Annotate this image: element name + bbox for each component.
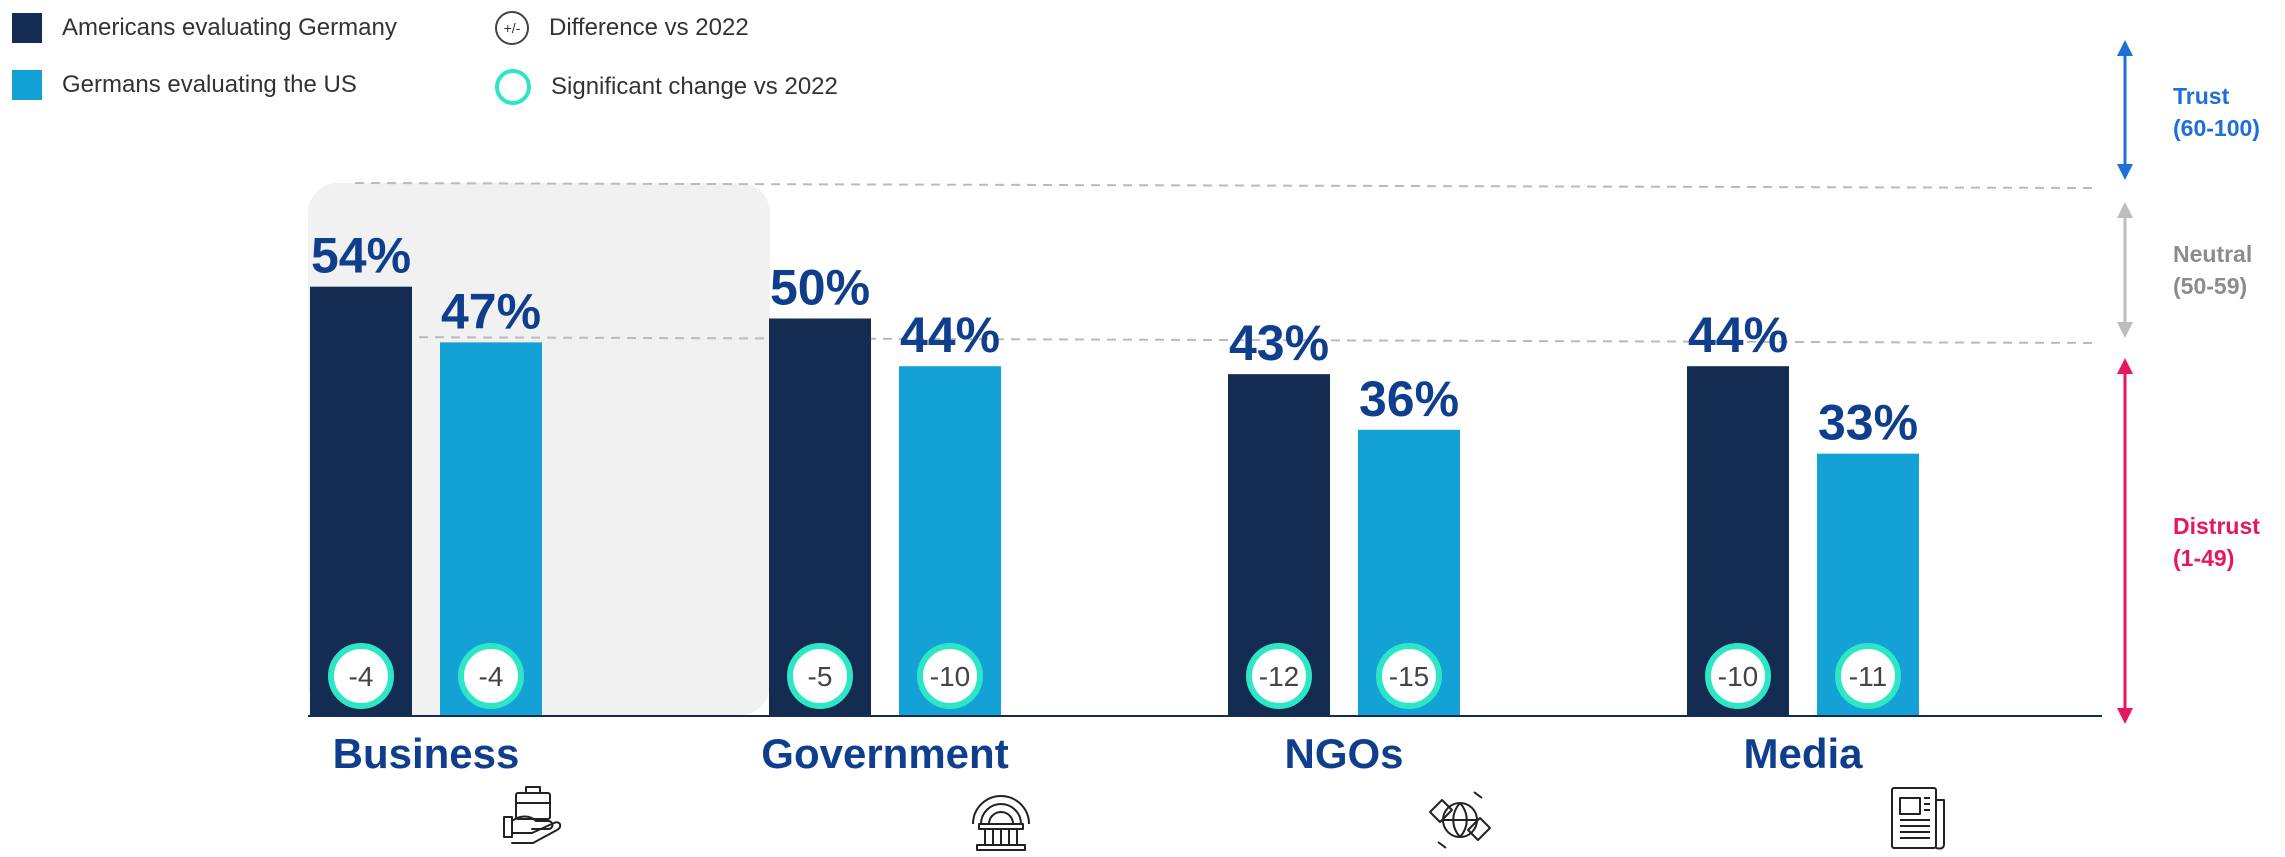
labels-layer: 54% -4 47% -4 Business 50% -5 44% -10 Government 4… — [311, 228, 1918, 777]
scale-neutral: Neutral (50-59) — [2173, 238, 2252, 302]
significant-change-ring — [787, 643, 853, 709]
significant-change-ring — [328, 643, 394, 709]
newspaper-icon — [1891, 787, 1945, 850]
value-label-government-series2: 44% — [900, 307, 1000, 363]
diff-label-ngos-series1: -12 — [1259, 661, 1299, 692]
briefcase-hand-icon — [503, 786, 562, 844]
category-label-business: Business — [333, 730, 520, 777]
significant-change-ring — [458, 643, 524, 709]
legend-swatch-series1 — [12, 13, 42, 43]
diff-label-government-series1: -5 — [808, 661, 833, 692]
legend-label-significant: Significant change vs 2022 — [551, 73, 838, 100]
difference-symbol: +/- — [495, 11, 529, 45]
legend-swatch-series2 — [12, 70, 42, 100]
legend-significant: Significant change vs 2022 — [495, 69, 838, 105]
scale-distrust: Distrust (1-49) — [2173, 510, 2260, 574]
value-label-government-series1: 50% — [770, 260, 870, 316]
government-building-icon — [972, 795, 1030, 851]
diff-label-government-series2: -10 — [930, 661, 970, 692]
legend-series2: Germans evaluating the US — [12, 70, 357, 100]
diff-label-business-series1: -4 — [349, 661, 374, 692]
legend-difference: +/- Difference vs 2022 — [495, 11, 749, 45]
significant-change-ring — [1835, 643, 1901, 709]
significant-change-ring — [1376, 643, 1442, 709]
value-label-business-series2: 47% — [441, 283, 541, 339]
value-label-ngos-series2: 36% — [1359, 371, 1459, 427]
value-label-business-series1: 54% — [311, 228, 411, 284]
scale-trust-range: (60-100) — [2173, 115, 2260, 141]
scale-trust: Trust (60-100) — [2173, 80, 2260, 144]
scale-neutral-label: Neutral — [2173, 241, 2253, 267]
diff-label-media-series2: -11 — [1849, 661, 1887, 692]
reference-line-50 — [354, 336, 2096, 344]
legend-label-series1: Americans evaluating Germany — [62, 14, 397, 41]
scale-neutral-range: (50-59) — [2173, 273, 2248, 299]
significant-change-ring — [1705, 643, 1771, 709]
scale-distrust-range: (1-49) — [2173, 545, 2235, 571]
category-label-ngos: NGOs — [1284, 730, 1403, 777]
significant-change-ring — [1246, 643, 1312, 709]
trust-arrow — [2117, 40, 2133, 180]
value-label-media-series1: 44% — [1688, 307, 1788, 363]
diff-label-media-series1: -10 — [1718, 661, 1758, 692]
legend-label-series2: Germans evaluating the US — [62, 71, 357, 98]
distrust-arrow — [2117, 358, 2133, 724]
reference-line-60 — [354, 182, 2096, 189]
category-label-media: Media — [1743, 730, 1863, 777]
significant-change-ring — [495, 69, 531, 105]
diff-label-ngos-series2: -15 — [1389, 661, 1429, 692]
neutral-arrow — [2117, 202, 2133, 338]
value-label-ngos-series1: 43% — [1229, 315, 1329, 371]
scale-distrust-label: Distrust — [2173, 513, 2260, 539]
significant-change-ring — [917, 643, 983, 709]
value-label-media-series2: 33% — [1818, 395, 1918, 451]
legend-series1: Americans evaluating Germany — [12, 13, 397, 43]
legend-label-difference: Difference vs 2022 — [549, 14, 749, 41]
handshake-globe-icon — [1429, 791, 1491, 849]
scale-trust-label: Trust — [2173, 83, 2230, 109]
category-label-government: Government — [761, 730, 1008, 777]
diff-label-business-series2: -4 — [479, 661, 504, 692]
